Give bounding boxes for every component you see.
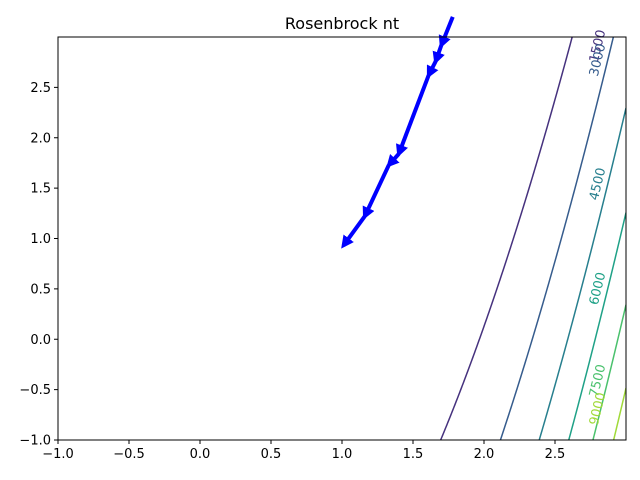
- y-tick-label: −1.0: [19, 434, 51, 449]
- path-step-arrow: [426, 60, 439, 79]
- y-tick-label: −0.5: [19, 383, 51, 398]
- plot-frame: [57, 36, 627, 441]
- x-tick-label: 1.5: [403, 447, 424, 462]
- contour-group: [439, 37, 626, 440]
- contour-line-9000: [612, 387, 626, 440]
- x-axis: −1.0 −0.5 0.0 0.5 1.0 1.5 2.0 2.5: [42, 440, 565, 462]
- contour-label-6000: 6000: [587, 271, 609, 307]
- contour-line-7500: [592, 304, 626, 440]
- x-tick-label: −0.5: [113, 447, 145, 462]
- x-tick-label: 2.0: [474, 447, 495, 462]
- x-tick-label: 0.0: [190, 447, 211, 462]
- y-tick-label: 1.0: [30, 232, 51, 247]
- x-tick-label: 1.0: [332, 447, 353, 462]
- path-step-arrow: [395, 74, 431, 158]
- path-step-arrow: [432, 44, 445, 65]
- y-tick-label: 0.5: [30, 282, 51, 297]
- path-step-arrow: [362, 164, 391, 220]
- chart-title: Rosenbrock nt: [285, 14, 399, 33]
- x-tick-label: 0.5: [261, 447, 282, 462]
- y-tick-label: 0.0: [30, 333, 51, 348]
- descent-path-group: [341, 16, 455, 249]
- path-step-arrow: [341, 215, 367, 249]
- contour-line-4500: [538, 107, 626, 440]
- contour-line-1500: [439, 37, 573, 440]
- x-tick-label: 2.5: [545, 447, 566, 462]
- y-tick-label: 1.5: [30, 182, 51, 197]
- x-tick-label: −1.0: [42, 447, 74, 462]
- y-axis: −1.0 −0.5 0.0 0.5 1.0 1.5 2.0 2.5: [19, 81, 58, 449]
- contour-line-3000: [499, 37, 615, 440]
- contour-label-4500: 4500: [587, 166, 609, 202]
- y-tick-label: 2.0: [30, 131, 51, 146]
- y-tick-label: 2.5: [30, 81, 51, 96]
- contour-line-6000: [567, 212, 626, 440]
- path-step-arrow: [438, 16, 455, 49]
- path-step-arrow: [386, 152, 401, 168]
